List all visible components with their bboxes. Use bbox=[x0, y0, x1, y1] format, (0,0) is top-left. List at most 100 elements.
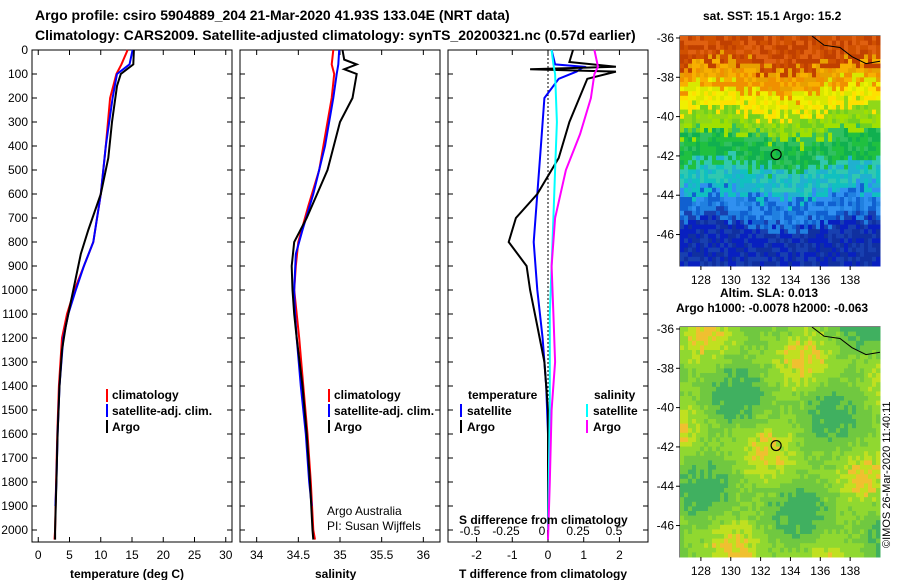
map-cell bbox=[744, 174, 749, 180]
map-cell bbox=[728, 151, 733, 157]
map-cell bbox=[832, 340, 837, 346]
map-cell bbox=[808, 405, 813, 411]
map-cell bbox=[856, 368, 861, 374]
map-cell bbox=[716, 105, 721, 111]
map-cell bbox=[788, 400, 793, 406]
map-cell bbox=[712, 492, 717, 498]
map-cell bbox=[840, 386, 845, 392]
depth-tick-label: 1200 bbox=[1, 331, 28, 345]
map-cell bbox=[872, 483, 877, 489]
map-cell bbox=[828, 354, 833, 360]
map-cell bbox=[864, 68, 869, 74]
map-cell bbox=[780, 183, 785, 189]
map-cell bbox=[720, 414, 725, 420]
map-cell bbox=[832, 437, 837, 443]
map-cell bbox=[680, 72, 685, 78]
map-cell bbox=[748, 520, 753, 526]
map-cell bbox=[868, 187, 873, 193]
map-cell bbox=[724, 63, 729, 69]
map-cell bbox=[796, 86, 801, 92]
map-cell bbox=[760, 155, 765, 161]
map-cell bbox=[684, 252, 689, 258]
map-cell bbox=[836, 423, 841, 429]
map-cell bbox=[704, 45, 709, 51]
map-cell bbox=[876, 233, 881, 239]
map-cell bbox=[820, 187, 825, 193]
map-cell bbox=[752, 354, 757, 360]
map-cell bbox=[692, 511, 697, 517]
map-cell bbox=[696, 229, 701, 235]
map-cell bbox=[716, 460, 721, 466]
map-cell bbox=[820, 197, 825, 203]
map-cell bbox=[772, 233, 777, 239]
map-cell bbox=[716, 201, 721, 207]
map-cell bbox=[864, 419, 869, 425]
map-cell bbox=[768, 377, 773, 383]
map-cell bbox=[816, 446, 821, 452]
map-cell bbox=[760, 169, 765, 175]
map-cell bbox=[724, 256, 729, 262]
map-cell bbox=[760, 455, 765, 461]
map-cell bbox=[812, 206, 817, 212]
map-cell bbox=[696, 178, 701, 184]
map-cell bbox=[720, 446, 725, 452]
map-cell bbox=[792, 409, 797, 415]
map-cell bbox=[836, 488, 841, 494]
map-cell bbox=[768, 474, 773, 480]
map-cell bbox=[692, 59, 697, 65]
map-cell bbox=[804, 350, 809, 356]
map-cell bbox=[780, 128, 785, 134]
map-cell bbox=[732, 252, 737, 258]
map-cell bbox=[708, 36, 713, 42]
map-cell bbox=[724, 146, 729, 152]
map-cell bbox=[788, 233, 793, 239]
map-cell bbox=[788, 256, 793, 262]
x-tick-label: 10 bbox=[94, 548, 108, 562]
map-cell bbox=[788, 492, 793, 498]
map-cell bbox=[728, 386, 733, 392]
map-cell bbox=[688, 210, 693, 216]
map-cell bbox=[824, 100, 829, 106]
map-cell bbox=[692, 36, 697, 42]
map-cell bbox=[748, 386, 753, 392]
map-cell bbox=[756, 77, 761, 83]
map-cell bbox=[800, 363, 805, 369]
map-cell bbox=[712, 396, 717, 402]
map-cell bbox=[704, 432, 709, 438]
map-cell bbox=[856, 215, 861, 221]
map-cell bbox=[848, 238, 853, 244]
map-cell bbox=[772, 474, 777, 480]
map-cell bbox=[712, 36, 717, 42]
map-cell bbox=[688, 201, 693, 207]
map-cell bbox=[760, 368, 765, 374]
map-cell bbox=[764, 382, 769, 388]
map-cell bbox=[720, 506, 725, 512]
map-cell bbox=[792, 256, 797, 262]
map-cell bbox=[712, 128, 717, 134]
map-cell bbox=[684, 524, 689, 530]
map-cell bbox=[732, 95, 737, 101]
map-cell bbox=[724, 396, 729, 402]
map-cell bbox=[792, 128, 797, 134]
map-cell bbox=[716, 114, 721, 120]
map-cell bbox=[764, 59, 769, 65]
map-cell bbox=[772, 520, 777, 526]
map-cell bbox=[872, 492, 877, 498]
map-cell bbox=[868, 155, 873, 161]
map-cell bbox=[752, 86, 757, 92]
map-cell bbox=[700, 233, 705, 239]
map-cell bbox=[804, 247, 809, 253]
map-cell bbox=[772, 169, 777, 175]
map-cell bbox=[684, 501, 689, 507]
map-cell bbox=[768, 215, 773, 221]
map-cell bbox=[752, 146, 757, 152]
map-cell bbox=[784, 373, 789, 379]
map-cell bbox=[784, 511, 789, 517]
map-cell bbox=[820, 520, 825, 526]
map-cell bbox=[692, 82, 697, 88]
map-cell bbox=[740, 233, 745, 239]
map-cell bbox=[752, 423, 757, 429]
map-cell bbox=[824, 451, 829, 457]
map-cell bbox=[820, 82, 825, 88]
map-cell bbox=[760, 340, 765, 346]
